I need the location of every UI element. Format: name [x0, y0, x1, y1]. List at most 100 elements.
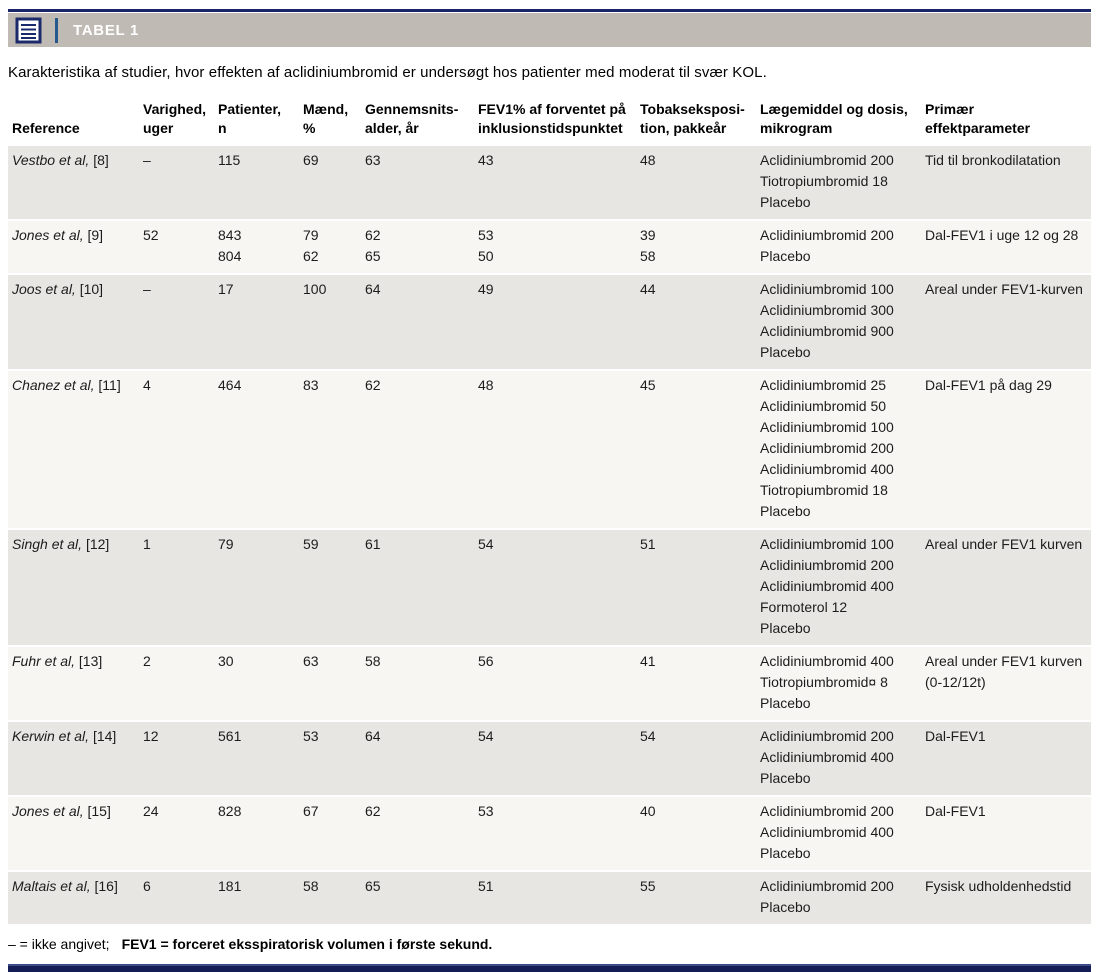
cell-alder: 64	[365, 721, 478, 797]
cell-laegemiddel: Aclidiniumbromid 25 Aclidiniumbromid 50 …	[760, 370, 925, 530]
table-row-jones9: Jones et al, [9] 52 843 804 79 62 62 65 …	[8, 220, 1091, 275]
cell-laegemiddel: Aclidiniumbromid 200 Tiotropiumbromid 18…	[760, 146, 925, 221]
cell-effekt: Dal-FEV1 på dag 29	[925, 370, 1091, 530]
cell-alder: 65	[365, 871, 478, 926]
table-row-vestbo: Vestbo et al, [8] – 115 69 63 43 48 Acli…	[8, 146, 1091, 221]
column-header-laegemiddel: Lægemiddel og dosis, mikrogram	[760, 101, 908, 136]
table-row-joos: Joos et al, [10] – 17 100 64 49 44 Aclid…	[8, 274, 1091, 371]
cell-tobak: 40	[640, 796, 760, 872]
cell-fev1: 51	[478, 871, 640, 926]
column-header-alder: Gennemsnits- alder, år	[365, 101, 459, 136]
cell-laegemiddel: Aclidiniumbromid 200 Aclidiniumbromid 40…	[760, 721, 925, 797]
cell-patienter: 843 804	[218, 220, 303, 275]
cell-effekt: Dal-FEV1 i uge 12 og 28	[925, 220, 1091, 275]
cell-tobak: 39 58	[640, 220, 760, 275]
cell-effekt: Fysisk udholdenhedstid	[925, 871, 1091, 926]
cell-patienter: 17	[218, 274, 303, 371]
cell-effekt: Areal under FEV1-kurven	[925, 274, 1091, 371]
reference-number: [16]	[94, 878, 118, 894]
table-title-bar: TABEL 1	[8, 13, 1091, 47]
reference-number: [11]	[98, 377, 121, 393]
cell-patienter: 561	[218, 721, 303, 797]
reference-number: [12]	[85, 536, 110, 552]
reference-name: Jones et al,	[12, 803, 84, 819]
cell-alder: 58	[365, 646, 478, 722]
cell-varighed: 6	[143, 871, 218, 926]
cell-maend: 58	[303, 871, 365, 926]
reference-name: Kerwin et al,	[12, 728, 90, 744]
table-row-fuhr: Fuhr et al, [13] 2 30 63 58 56 41 Aclidi…	[8, 646, 1091, 722]
cell-patienter: 115	[218, 146, 303, 221]
cell-tobak: 44	[640, 274, 760, 371]
column-header-effekt: Primær effektparameter	[925, 101, 1031, 136]
reference-number: [10]	[79, 281, 104, 297]
top-rule	[8, 9, 1091, 12]
cell-reference: Fuhr et al, [13]	[8, 646, 143, 722]
column-header-reference: Reference	[12, 120, 80, 136]
cell-alder: 62	[365, 370, 478, 530]
reference-number: [13]	[78, 653, 103, 669]
column-header-fev1: FEV1% af forventet på inklusionstidspunk…	[478, 101, 626, 136]
reference-number: [14]	[92, 728, 117, 744]
cell-fev1: 53 50	[478, 220, 640, 275]
cell-fev1: 48	[478, 370, 640, 530]
reference-number: [9]	[87, 227, 104, 243]
cell-laegemiddel: Aclidiniumbromid 100 Aclidiniumbromid 20…	[760, 529, 925, 647]
table-row-kerwin: Kerwin et al, [14] 12 561 53 64 54 54 Ac…	[8, 721, 1091, 797]
cell-fev1: 54	[478, 721, 640, 797]
cell-laegemiddel: Aclidiniumbromid 200 Aclidiniumbromid 40…	[760, 796, 925, 872]
cell-tobak: 45	[640, 370, 760, 530]
cell-laegemiddel: Aclidiniumbromid 200 Placebo	[760, 220, 925, 275]
table-row-maltais: Maltais et al, [16] 6 181 58 65 51 55 Ac…	[8, 871, 1091, 926]
cell-varighed: 4	[143, 370, 218, 530]
table-icon	[15, 17, 42, 44]
table-row-chanez: Chanez et al, [11] 4 464 83 62 48 45 Acl…	[8, 370, 1091, 530]
cell-varighed: 2	[143, 646, 218, 722]
bottom-rule	[8, 964, 1091, 972]
cell-fev1: 43	[478, 146, 640, 221]
cell-varighed: –	[143, 274, 218, 371]
cell-varighed: 12	[143, 721, 218, 797]
cell-tobak: 51	[640, 529, 760, 647]
reference-name: Fuhr et al,	[12, 653, 76, 669]
cell-maend: 100	[303, 274, 365, 371]
footnote: – = ikke angivet; FEV1 = forceret eksspir…	[8, 936, 1091, 952]
cell-fev1: 49	[478, 274, 640, 371]
reference-name: Jones et al,	[12, 227, 84, 243]
studies-table: Reference Varighed, uger Patienter, n Mæ…	[8, 100, 1091, 926]
cell-fev1: 53	[478, 796, 640, 872]
cell-effekt: Tid til bronkodilatation	[925, 146, 1091, 221]
cell-maend: 63	[303, 646, 365, 722]
reference-number: [15]	[87, 803, 111, 819]
cell-reference: Singh et al, [12]	[8, 529, 143, 647]
cell-tobak: 54	[640, 721, 760, 797]
table-caption: Karakteristika af studier, hvor effekten…	[8, 64, 767, 81]
cell-reference: Jones et al, [15]	[8, 796, 143, 872]
column-header-tobak: Tobakseksposi- tion, pakkeår	[640, 101, 745, 136]
cell-varighed: 1	[143, 529, 218, 647]
column-header-maend: Mænd, %	[303, 101, 349, 136]
cell-effekt: Areal under FEV1 kurven	[925, 529, 1091, 647]
column-header-patienter: Patienter, n	[218, 101, 282, 136]
cell-varighed: –	[143, 146, 218, 221]
cell-maend: 59	[303, 529, 365, 647]
cell-fev1: 56	[478, 646, 640, 722]
cell-reference: Kerwin et al, [14]	[8, 721, 143, 797]
cell-reference: Chanez et al, [11]	[8, 370, 143, 530]
cell-varighed: 24	[143, 796, 218, 872]
cell-alder: 62	[365, 796, 478, 872]
cell-alder: 63	[365, 146, 478, 221]
reference-name: Maltais et al,	[12, 878, 91, 894]
cell-alder: 61	[365, 529, 478, 647]
table-row-jones15: Jones et al, [15] 24 828 67 62 53 40 Acl…	[8, 796, 1091, 872]
reference-name: Joos et al,	[12, 281, 76, 297]
cell-reference: Vestbo et al, [8]	[8, 146, 143, 221]
cell-reference: Jones et al, [9]	[8, 220, 143, 275]
cell-patienter: 79	[218, 529, 303, 647]
cell-fev1: 54	[478, 529, 640, 647]
reference-name: Chanez et al,	[12, 377, 95, 393]
cell-alder: 64	[365, 274, 478, 371]
table-title: TABEL 1	[73, 21, 140, 39]
cell-laegemiddel: Aclidiniumbromid 400 Tiotropiumbromid¤ 8…	[760, 646, 925, 722]
